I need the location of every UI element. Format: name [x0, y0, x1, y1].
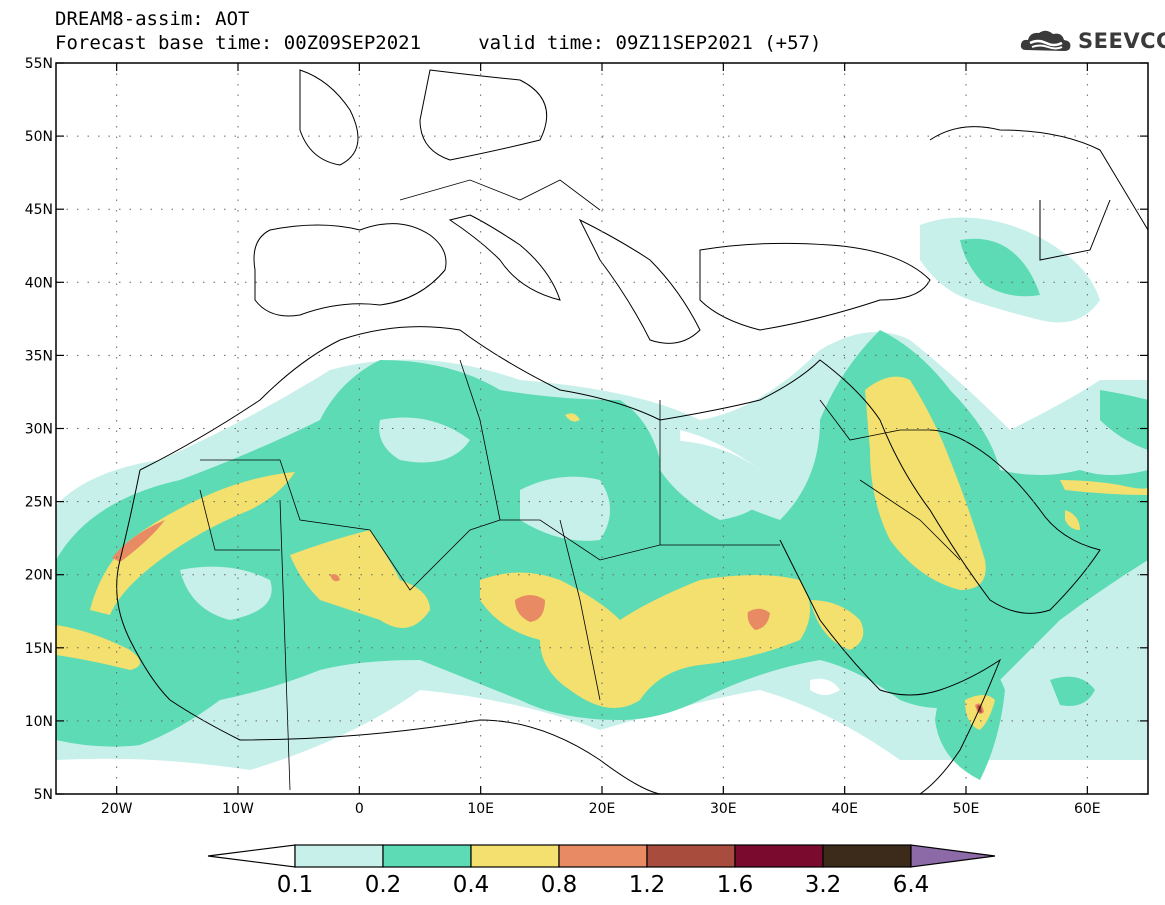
aot-field [56, 63, 1148, 794]
lat-tick-label: 45N [25, 202, 53, 218]
lon-tick-label: 10W [222, 801, 254, 817]
aot-level-0.4 [56, 376, 1148, 730]
lat-tick-label: 40N [25, 275, 53, 291]
colorbar-label: 0.4 [453, 872, 490, 898]
aot-low-patches [180, 417, 765, 620]
colorbar-label: 0.8 [541, 872, 578, 898]
colorbar-above-arrow [910, 844, 996, 868]
country-borders [199, 179, 961, 791]
lon-tick-label: 10E [467, 801, 494, 817]
lat-tick-label: 20N [25, 568, 53, 584]
axis-ticks: 20W 10W 0 10E 20E 30E 40E 50E 60E 55N 50N 45N 40N 35N… [25, 56, 1148, 817]
lat-tick-label: 5N [34, 787, 53, 803]
seevccc-logo: SEEVCCC [1018, 26, 1165, 56]
lat-tick-label: 30N [25, 422, 53, 438]
colorbar-swatch [822, 844, 912, 868]
colorbar-label: 3.2 [805, 872, 842, 898]
colorbar: 0.1 0.2 0.4 0.8 1.2 1.6 3.2 6.4 [207, 844, 996, 898]
lat-tick-label: 10N [25, 714, 53, 730]
colorbar-swatch [382, 844, 472, 868]
lon-tick-label: 30E [710, 801, 737, 817]
graticule [56, 63, 1148, 794]
colorbar-below-arrow [207, 844, 296, 868]
cloud-logo-icon [1020, 30, 1071, 51]
lon-tick-label: 20W [101, 801, 133, 817]
lon-tick-label: 60E [1074, 801, 1101, 817]
lat-tick-label: 55N [25, 56, 53, 72]
colorbar-swatch [294, 844, 384, 868]
colorbar-label: 6.4 [893, 872, 930, 898]
lat-tick-label: 35N [25, 348, 53, 364]
logo-text: SEEVCCC [1078, 29, 1165, 53]
colorbar-swatch [470, 844, 560, 868]
lon-tick-label: 0 [355, 801, 364, 817]
forecast-time-line: Forecast base time: 00Z09SEP2021 valid t… [55, 32, 822, 54]
colorbar-swatch [558, 844, 648, 868]
map-title: DREAM8-assim: AOT [55, 8, 250, 30]
colorbar-label: 1.6 [717, 872, 754, 898]
lat-tick-label: 50N [25, 129, 53, 145]
lat-tick-label: 25N [25, 495, 53, 511]
lon-tick-label: 20E [589, 801, 616, 817]
colorbar-label: 0.1 [277, 872, 314, 898]
lon-tick-label: 40E [831, 801, 858, 817]
colorbar-swatch [646, 844, 736, 868]
lon-tick-label: 50E [953, 801, 980, 817]
lat-tick-label: 15N [25, 641, 53, 657]
colorbar-label: 1.2 [629, 872, 666, 898]
colorbar-label: 0.2 [365, 872, 402, 898]
colorbar-swatch [734, 844, 824, 868]
coastlines [116, 69, 1148, 794]
